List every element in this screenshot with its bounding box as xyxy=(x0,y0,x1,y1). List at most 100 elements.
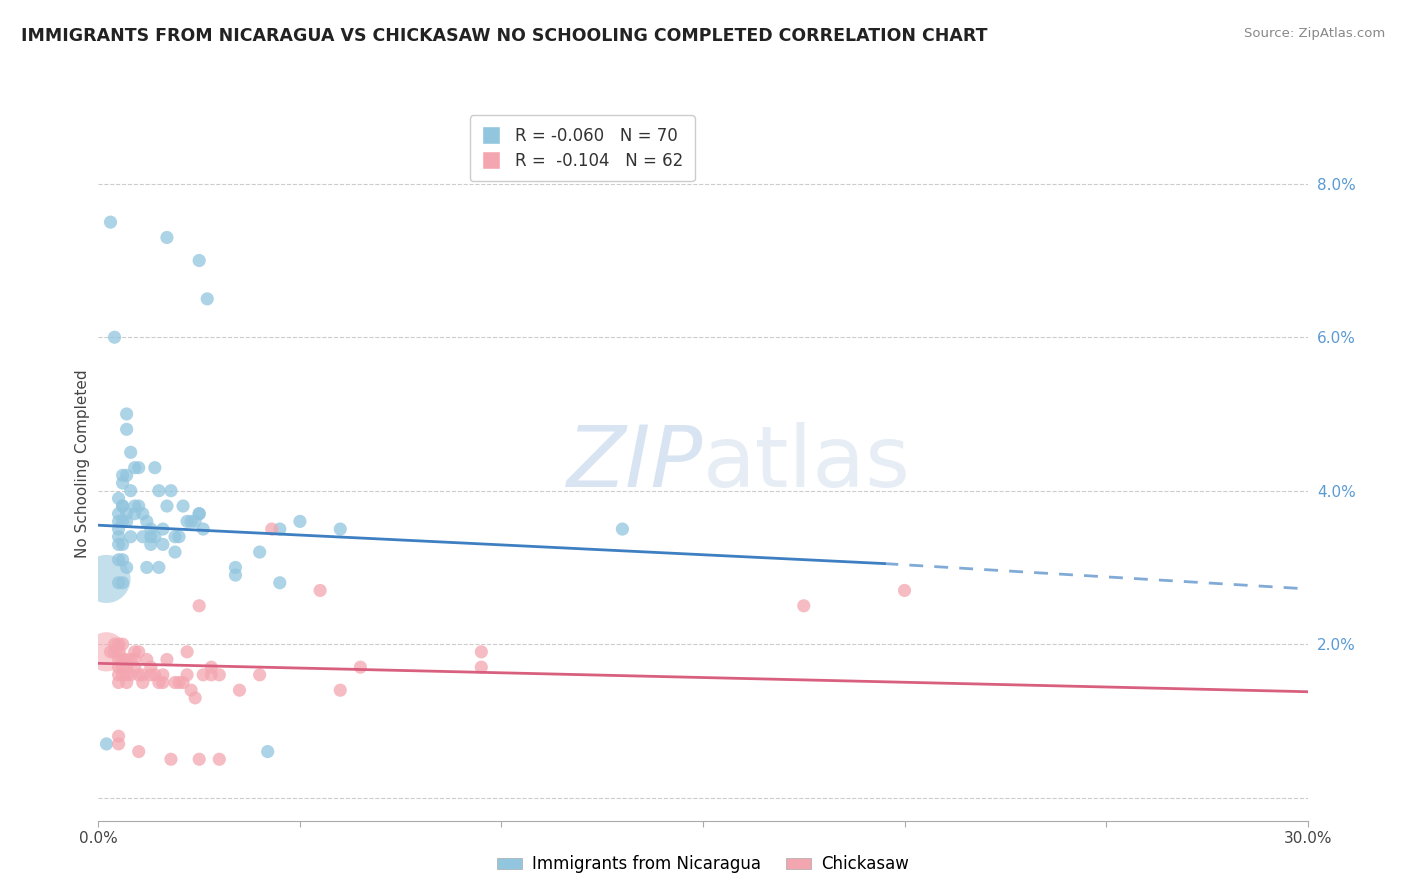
Point xyxy=(120,668,142,682)
Point xyxy=(148,675,170,690)
Point xyxy=(111,575,134,590)
Point xyxy=(96,737,118,751)
Point xyxy=(176,645,198,659)
Point xyxy=(135,652,157,666)
Point xyxy=(156,499,179,513)
Point xyxy=(163,530,186,544)
Point xyxy=(288,515,311,529)
Point xyxy=(193,668,215,682)
Point xyxy=(111,652,134,666)
Point xyxy=(115,507,138,521)
Point xyxy=(100,215,122,229)
Point xyxy=(132,530,155,544)
Point xyxy=(160,752,183,766)
Point xyxy=(256,745,278,759)
Point xyxy=(160,483,183,498)
Point xyxy=(139,537,162,551)
Point xyxy=(124,652,146,666)
Point xyxy=(107,729,129,743)
Point xyxy=(111,553,134,567)
Point xyxy=(163,545,186,559)
Point xyxy=(172,499,194,513)
Point xyxy=(111,499,134,513)
Point xyxy=(111,515,134,529)
Point xyxy=(107,515,129,529)
Point xyxy=(329,683,352,698)
Point xyxy=(107,522,129,536)
Text: Source: ZipAtlas.com: Source: ZipAtlas.com xyxy=(1244,27,1385,40)
Point xyxy=(195,292,218,306)
Point xyxy=(349,660,371,674)
Point xyxy=(115,660,138,674)
Point xyxy=(107,660,129,674)
Point xyxy=(103,645,125,659)
Text: IMMIGRANTS FROM NICARAGUA VS CHICKASAW NO SCHOOLING COMPLETED CORRELATION CHART: IMMIGRANTS FROM NICARAGUA VS CHICKASAW N… xyxy=(21,27,987,45)
Point xyxy=(139,660,162,674)
Point xyxy=(111,468,134,483)
Point xyxy=(96,572,118,586)
Point xyxy=(156,652,179,666)
Point xyxy=(188,752,211,766)
Point xyxy=(103,637,125,651)
Point xyxy=(180,515,202,529)
Y-axis label: No Schooling Completed: No Schooling Completed xyxy=(75,369,90,558)
Point xyxy=(135,515,157,529)
Point xyxy=(139,522,162,536)
Point xyxy=(107,637,129,651)
Point xyxy=(139,668,162,682)
Point xyxy=(152,668,174,682)
Point xyxy=(193,522,215,536)
Point xyxy=(152,537,174,551)
Point xyxy=(224,560,246,574)
Point xyxy=(107,491,129,506)
Point xyxy=(111,499,134,513)
Legend: Immigrants from Nicaragua, Chickasaw: Immigrants from Nicaragua, Chickasaw xyxy=(491,849,915,880)
Point xyxy=(309,583,332,598)
Point xyxy=(107,675,129,690)
Point xyxy=(152,522,174,536)
Point xyxy=(260,522,283,536)
Point xyxy=(111,660,134,674)
Point xyxy=(115,560,138,574)
Point xyxy=(107,737,129,751)
Point xyxy=(135,560,157,574)
Point xyxy=(115,422,138,436)
Point xyxy=(96,645,118,659)
Point xyxy=(249,545,271,559)
Point xyxy=(152,675,174,690)
Point xyxy=(188,507,211,521)
Point xyxy=(124,660,146,674)
Point xyxy=(120,652,142,666)
Point xyxy=(124,645,146,659)
Point xyxy=(120,483,142,498)
Point xyxy=(100,645,122,659)
Point xyxy=(143,460,166,475)
Point xyxy=(200,668,222,682)
Point xyxy=(128,499,150,513)
Point xyxy=(128,460,150,475)
Point xyxy=(115,652,138,666)
Point xyxy=(120,445,142,459)
Point xyxy=(172,675,194,690)
Point xyxy=(188,507,211,521)
Point xyxy=(224,568,246,582)
Point xyxy=(111,668,134,682)
Point xyxy=(107,553,129,567)
Point xyxy=(115,675,138,690)
Point xyxy=(228,683,250,698)
Text: atlas: atlas xyxy=(703,422,911,506)
Point xyxy=(115,668,138,682)
Point xyxy=(107,645,129,659)
Point xyxy=(128,668,150,682)
Point xyxy=(120,530,142,544)
Point xyxy=(111,537,134,551)
Point xyxy=(208,668,231,682)
Point xyxy=(128,745,150,759)
Point xyxy=(167,675,190,690)
Point xyxy=(132,675,155,690)
Point xyxy=(269,575,291,590)
Point xyxy=(184,690,207,705)
Point xyxy=(176,515,198,529)
Point xyxy=(107,537,129,551)
Point xyxy=(200,660,222,674)
